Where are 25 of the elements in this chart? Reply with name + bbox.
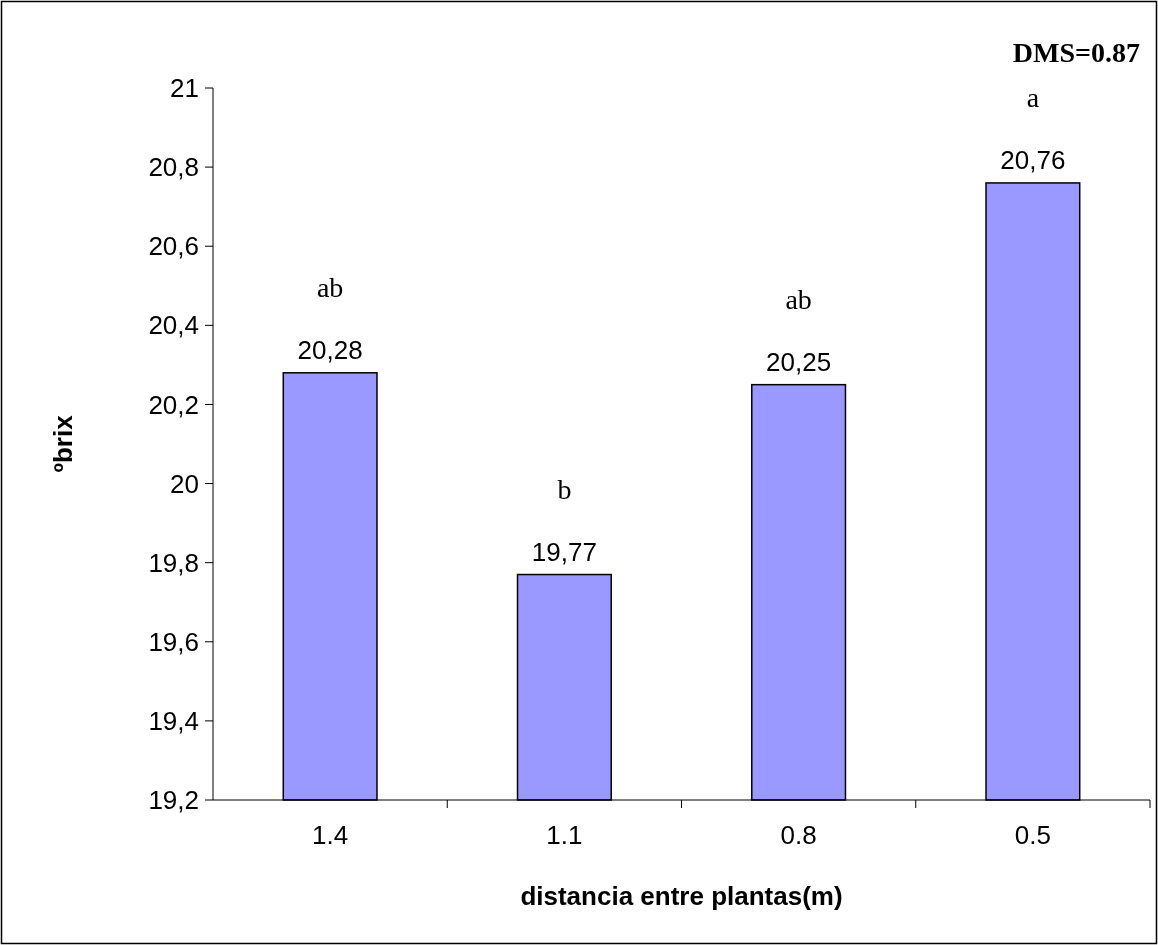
x-tick-label: 0.5 [1014, 820, 1051, 850]
data-label: 20,25 [766, 346, 832, 377]
x-tick-label: 1.4 [312, 820, 349, 850]
y-tick-label: 20,2 [148, 389, 199, 420]
y-tick-label: 20,4 [148, 310, 199, 341]
y-tick-label: 19,4 [148, 705, 199, 736]
data-label: 20,76 [1000, 144, 1066, 175]
text: DMS=0.87 [1012, 37, 1140, 68]
annotation: a [1026, 81, 1040, 113]
y-tick-label: 19,6 [148, 626, 199, 657]
x-tick-label: 0.8 [780, 820, 817, 850]
x-tick-label: 1.1 [546, 820, 583, 850]
annotation: b [557, 473, 572, 505]
y-axis-title: ºbrix [48, 414, 78, 473]
data-label: 19,77 [531, 536, 597, 567]
annotation: ab [785, 283, 812, 315]
y-tick-label: 19,2 [148, 785, 199, 816]
data-label: 20,28 [297, 334, 363, 365]
y-tick-label: 20,6 [148, 231, 199, 262]
y-tick-label: 19,8 [148, 547, 199, 578]
x-axis-title: distancia entre plantas(m) [520, 881, 843, 911]
y-tick-label: 21 [170, 73, 199, 104]
annotation: ab [316, 271, 344, 303]
y-tick-label: 20 [170, 468, 199, 499]
y-tick-label: 20,8 [148, 152, 199, 183]
